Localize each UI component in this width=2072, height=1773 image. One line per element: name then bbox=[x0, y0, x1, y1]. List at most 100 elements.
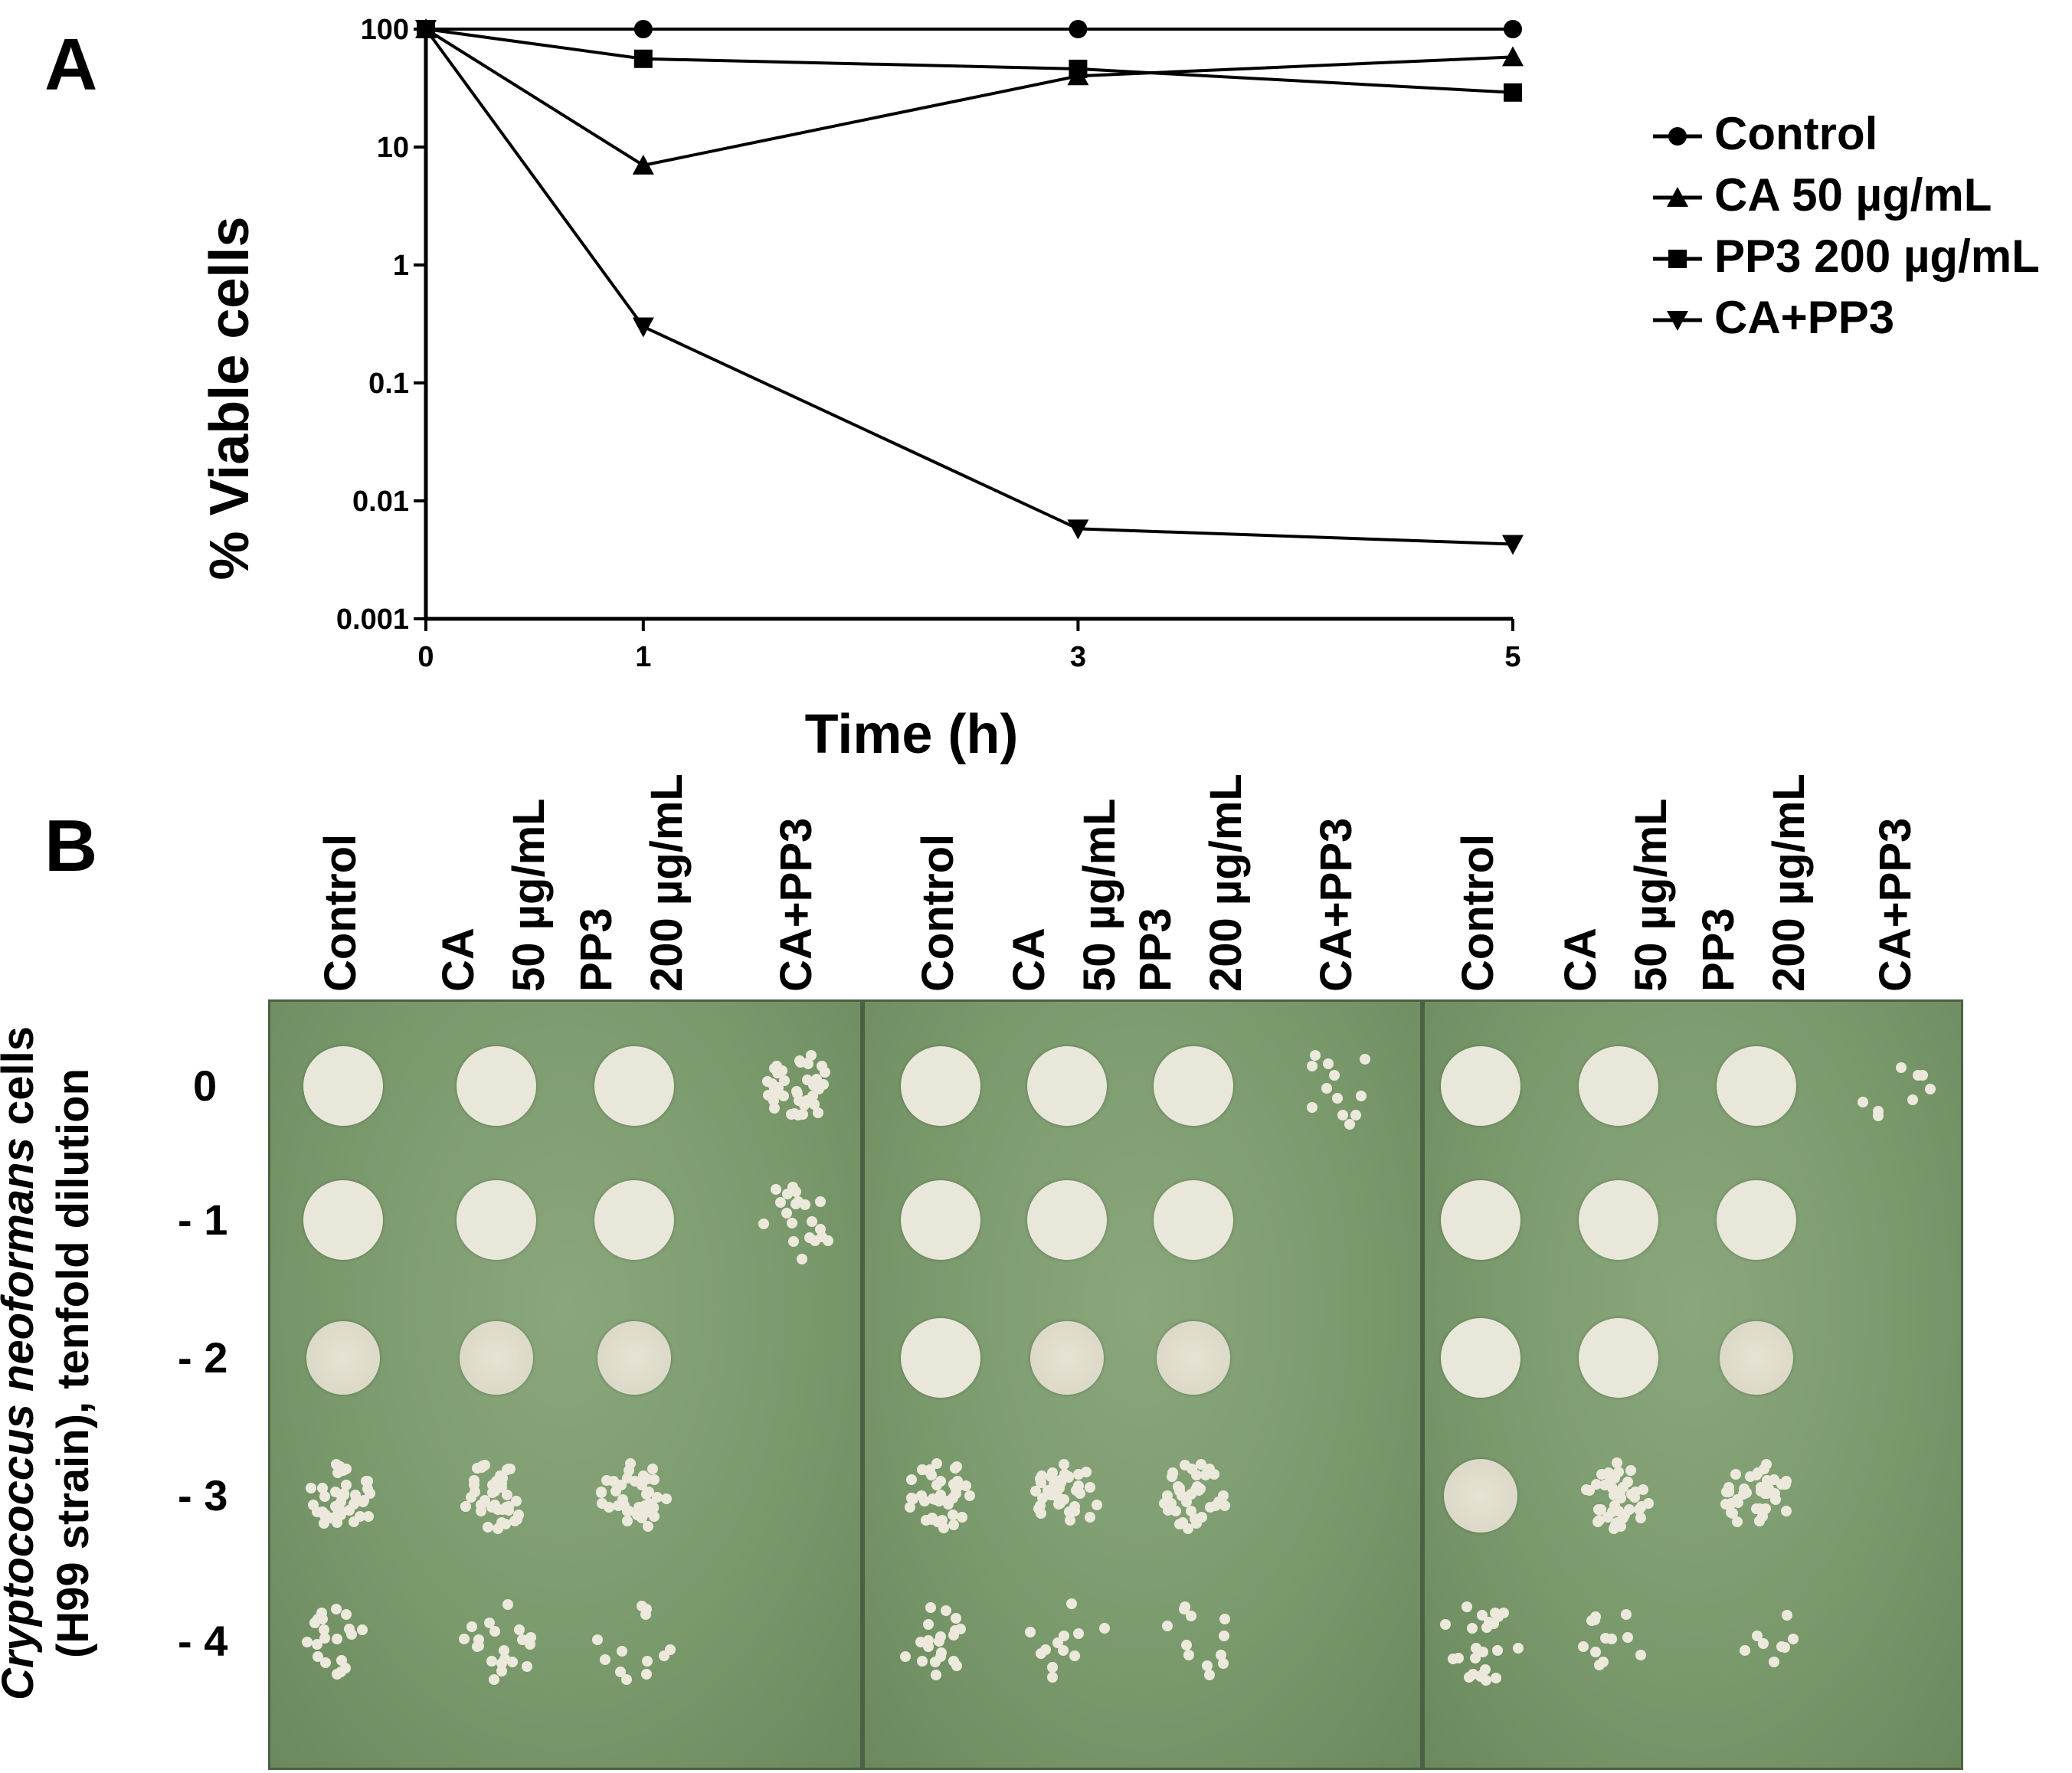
single-colony bbox=[1190, 1513, 1201, 1524]
single-colony bbox=[1161, 1490, 1173, 1502]
single-colony bbox=[801, 1074, 813, 1085]
single-colony bbox=[1072, 1627, 1084, 1639]
colony-spot bbox=[597, 1321, 671, 1395]
strain-dilution-text: (H99 strain), tenfold dilution bbox=[48, 1068, 98, 1659]
single-colony bbox=[350, 1490, 362, 1501]
colony-spot bbox=[1154, 1046, 1233, 1126]
single-colony bbox=[1636, 1501, 1648, 1513]
single-colony bbox=[1462, 1601, 1473, 1613]
single-colony bbox=[799, 1199, 810, 1211]
single-colony bbox=[1629, 1486, 1641, 1497]
single-colony bbox=[1727, 1507, 1738, 1519]
single-colony bbox=[326, 1512, 338, 1523]
data-point bbox=[1504, 83, 1522, 102]
single-colony bbox=[502, 1464, 513, 1475]
single-colony bbox=[1447, 1653, 1458, 1664]
single-colony bbox=[610, 1486, 621, 1497]
single-colony bbox=[1183, 1650, 1194, 1661]
single-colony bbox=[787, 1182, 798, 1193]
single-colony bbox=[596, 1487, 607, 1499]
single-colony bbox=[935, 1651, 946, 1663]
single-colony bbox=[616, 1646, 627, 1657]
colony-spot bbox=[1441, 1318, 1520, 1398]
single-colony bbox=[1751, 1469, 1763, 1480]
single-colony bbox=[629, 1476, 640, 1487]
single-colony bbox=[1779, 1641, 1791, 1653]
single-colony bbox=[468, 1474, 480, 1486]
single-colony bbox=[649, 1511, 660, 1523]
single-colony bbox=[473, 1634, 484, 1646]
single-colony bbox=[340, 1479, 352, 1490]
single-colony bbox=[459, 1634, 470, 1645]
species-name: Cryptococcus neoformans bbox=[0, 1137, 43, 1700]
single-colony bbox=[496, 1482, 508, 1493]
series-line-1 bbox=[424, 28, 1514, 167]
single-colony bbox=[502, 1598, 514, 1610]
single-colony bbox=[1779, 1479, 1791, 1490]
single-colony bbox=[931, 1457, 942, 1469]
x-axis-label: Time (h) bbox=[804, 704, 1019, 765]
single-colony bbox=[658, 1650, 669, 1662]
single-colony bbox=[1757, 1637, 1769, 1649]
single-colony bbox=[1471, 1642, 1482, 1654]
single-colony bbox=[907, 1493, 918, 1505]
single-colony bbox=[935, 1475, 947, 1487]
single-colony bbox=[660, 1493, 672, 1504]
single-colony bbox=[1756, 1510, 1768, 1522]
single-colony bbox=[1170, 1505, 1182, 1516]
single-colony bbox=[929, 1493, 941, 1505]
single-colony bbox=[1490, 1672, 1501, 1683]
single-colony bbox=[301, 1637, 313, 1648]
single-colony bbox=[1046, 1661, 1058, 1673]
single-colony bbox=[1337, 1109, 1348, 1120]
dilution-label: - 4 bbox=[178, 1617, 228, 1665]
single-colony bbox=[476, 1506, 487, 1517]
legend-label: Control bbox=[1714, 108, 1878, 159]
single-colony bbox=[1356, 1090, 1367, 1101]
single-colony bbox=[356, 1624, 368, 1636]
dilution-label: - 2 bbox=[178, 1333, 228, 1382]
single-colony bbox=[1045, 1489, 1056, 1500]
single-colony bbox=[815, 1223, 827, 1235]
single-colony bbox=[1498, 1607, 1510, 1618]
viability-chart: 0.001 0.01 0.1 1 10 100 0 1 3 5 bbox=[336, 14, 1524, 673]
single-colony bbox=[1593, 1504, 1605, 1516]
single-colony bbox=[330, 1603, 342, 1614]
single-colony bbox=[1047, 1672, 1059, 1683]
single-colony bbox=[1583, 1485, 1595, 1497]
colony-spot bbox=[1027, 1046, 1107, 1126]
single-colony bbox=[906, 1474, 918, 1486]
single-colony bbox=[1307, 1061, 1318, 1072]
single-colony bbox=[1059, 1459, 1070, 1470]
single-colony bbox=[1161, 1621, 1173, 1632]
y-tick-label: 0.01 bbox=[352, 486, 409, 518]
colony-spot bbox=[901, 1180, 980, 1260]
single-colony bbox=[613, 1500, 624, 1512]
single-colony bbox=[1622, 1632, 1633, 1644]
single-colony bbox=[499, 1653, 510, 1664]
single-colony bbox=[1781, 1610, 1792, 1621]
single-colony bbox=[648, 1502, 660, 1513]
single-colony bbox=[460, 1501, 471, 1513]
y-tick-label: 0.1 bbox=[368, 368, 409, 400]
single-colony bbox=[1723, 1482, 1735, 1493]
single-colony bbox=[813, 1107, 824, 1118]
single-colony bbox=[775, 1196, 787, 1208]
single-colony bbox=[1219, 1614, 1231, 1625]
single-colony bbox=[1204, 1501, 1216, 1513]
single-colony bbox=[331, 1633, 342, 1644]
column-label: PP3 bbox=[1694, 908, 1743, 992]
single-colony bbox=[1769, 1657, 1780, 1668]
single-colony bbox=[1218, 1490, 1229, 1502]
single-colony bbox=[336, 1509, 347, 1520]
column-label: 50 µg/mL bbox=[504, 798, 554, 992]
single-colony bbox=[950, 1612, 961, 1624]
single-colony bbox=[344, 1623, 355, 1634]
data-point bbox=[1502, 46, 1524, 67]
single-colony bbox=[957, 1512, 968, 1523]
single-colony bbox=[1217, 1657, 1229, 1669]
colony-spot bbox=[303, 1046, 383, 1126]
column-label: PP3 bbox=[571, 908, 621, 992]
triangle-down-marker-icon bbox=[1653, 311, 1702, 331]
single-colony bbox=[320, 1657, 332, 1668]
